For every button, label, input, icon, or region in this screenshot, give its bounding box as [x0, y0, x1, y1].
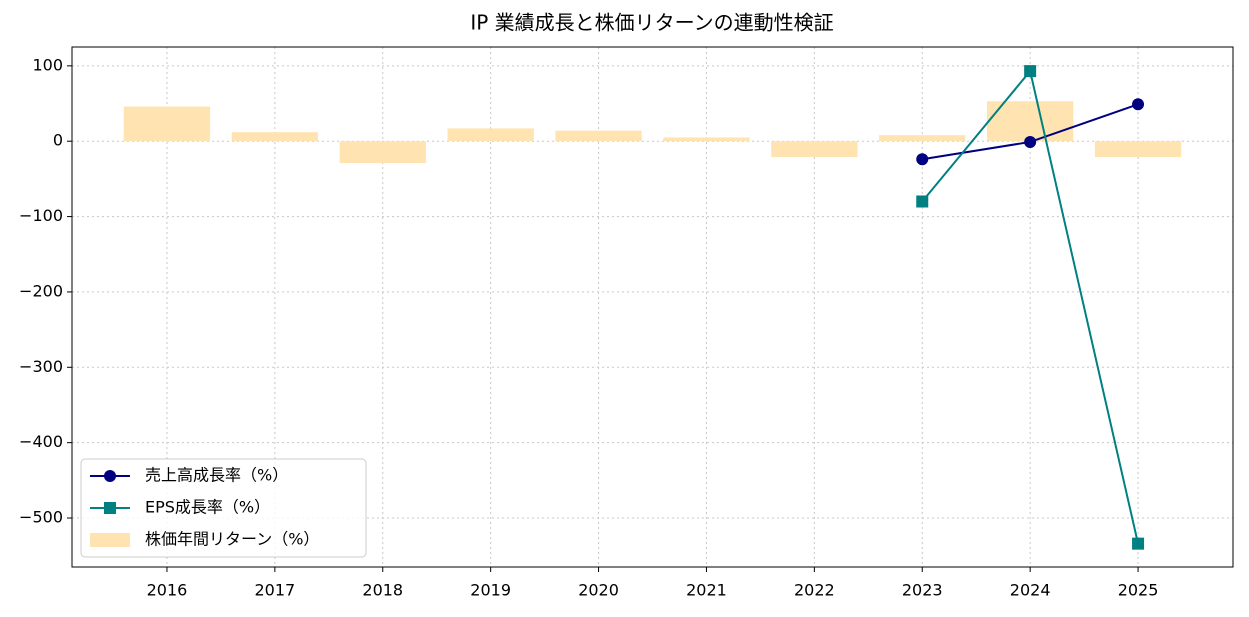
x-tick-label: 2018 — [362, 581, 403, 600]
bar — [447, 128, 534, 142]
x-tick-label: 2016 — [147, 581, 188, 600]
legend-label: EPS成長率（%） — [145, 498, 270, 517]
x-tick-label: 2017 — [254, 581, 295, 600]
marker — [916, 153, 929, 166]
legend: 売上高成長率（%） EPS成長率（%） 株価年間リターン（%） — [80, 458, 367, 558]
bar — [879, 135, 966, 142]
marker — [916, 195, 929, 208]
x-tick-label: 2020 — [578, 581, 619, 600]
x-tick-label: 2025 — [1118, 581, 1159, 600]
bar — [986, 101, 1074, 142]
y-tick-label: −300 — [19, 357, 63, 376]
marker — [1132, 537, 1145, 550]
y-tick-label: −100 — [19, 206, 63, 225]
chart-title: IP 業績成長と株価リターンの連動性検証 — [470, 11, 833, 35]
legend-box — [80, 458, 367, 558]
legend-swatch — [90, 533, 130, 547]
x-tick-label: 2021 — [686, 581, 727, 600]
x-tick-label: 2023 — [902, 581, 943, 600]
legend-marker — [104, 470, 116, 482]
legend-label: 株価年間リターン（%） — [145, 530, 319, 549]
marker — [1024, 65, 1037, 78]
y-tick-label: 0 — [53, 131, 63, 150]
bar — [231, 132, 319, 142]
y-tick-label: −200 — [19, 281, 63, 300]
bar — [663, 137, 750, 142]
marker — [1132, 98, 1145, 111]
marker — [1024, 135, 1037, 148]
legend-label: 売上高成長率（%） — [145, 466, 288, 485]
bar — [555, 130, 642, 142]
y-tick-label: 100 — [32, 55, 63, 74]
bar — [339, 141, 426, 164]
bar — [123, 106, 211, 142]
y-tick-label: −400 — [19, 432, 63, 451]
x-tick-label: 2019 — [470, 581, 511, 600]
y-tick-label: −500 — [19, 508, 63, 527]
x-tick-label: 2024 — [1010, 581, 1051, 600]
plot-frame — [71, 46, 1234, 568]
legend-marker — [104, 502, 116, 514]
bar — [771, 141, 858, 158]
x-tick-label: 2022 — [794, 581, 835, 600]
bar — [1094, 141, 1182, 158]
